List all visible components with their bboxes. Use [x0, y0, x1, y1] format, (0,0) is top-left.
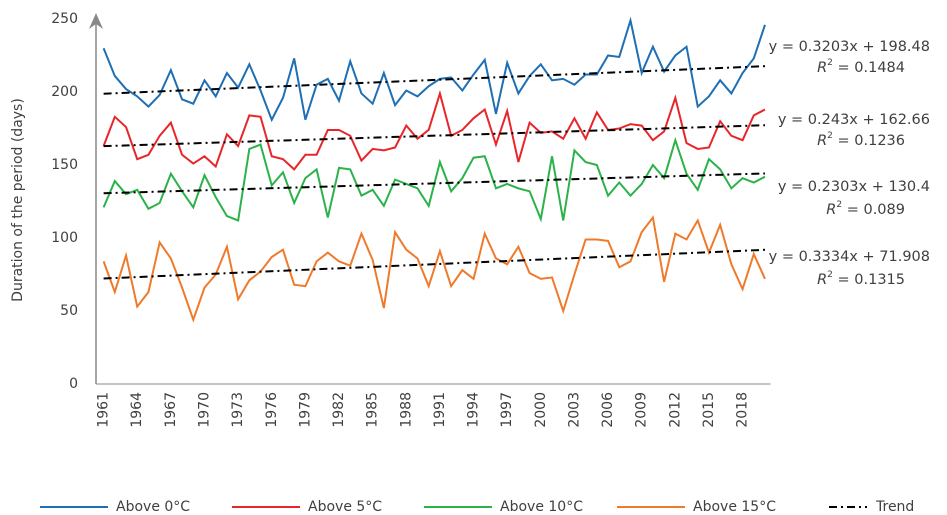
- y-tick-label: 100: [51, 230, 78, 246]
- series-line: [102, 16, 766, 123]
- x-tick-label: 1979: [297, 392, 313, 428]
- trend-equation: y = 0.243x + 162.66: [778, 112, 930, 128]
- r2-power: 2: [827, 58, 833, 68]
- legend-label: Trend: [875, 499, 914, 515]
- r2-power: 2: [827, 131, 833, 141]
- legend-label: Above 0°C: [116, 499, 190, 515]
- legend-label: Above 15°C: [693, 499, 776, 515]
- trend-equation: y = 0.3334x + 71.908: [769, 249, 930, 265]
- trend-equation: y = 0.3203x + 198.48: [769, 39, 930, 55]
- x-tick-label: 2003: [566, 392, 582, 428]
- trend-line: [103, 65, 766, 95]
- series-line: [102, 215, 766, 323]
- trend-line: [103, 248, 766, 280]
- r2-value: = 0.1484: [833, 60, 905, 76]
- trend-r2: R2 = 0.1315: [817, 270, 905, 289]
- x-tick-label: 1964: [129, 392, 145, 428]
- r2-power: 2: [836, 200, 842, 210]
- y-tick-label: 150: [51, 157, 78, 173]
- y-tick-label: 50: [60, 303, 78, 319]
- x-tick-label: 2009: [634, 392, 650, 428]
- x-tick-label: 1973: [230, 392, 246, 428]
- x-tick-label: 1988: [398, 392, 414, 428]
- x-tick-label: 1982: [331, 392, 347, 428]
- x-tick-label: 1961: [96, 392, 112, 428]
- r2-value: = 0.089: [842, 202, 905, 218]
- r2-symbol: R: [826, 202, 836, 218]
- x-tick-label: 1994: [466, 392, 482, 428]
- y-tick-label: 0: [69, 376, 78, 392]
- x-tick-label: 1997: [499, 392, 515, 428]
- x-tick-label: 2012: [667, 392, 683, 428]
- r2-symbol: R: [817, 133, 827, 149]
- x-tick-label: 2000: [533, 392, 549, 428]
- legend-label: Above 5°C: [308, 499, 382, 515]
- y-tick-label: 250: [51, 11, 78, 27]
- r2-power: 2: [827, 270, 833, 280]
- trend-r2: R2 = 0.089: [826, 200, 905, 219]
- x-tick-label: 1970: [196, 392, 212, 428]
- series-line: [102, 136, 766, 223]
- x-tick-label: 1985: [365, 392, 381, 428]
- trend-r2: R2 = 0.1236: [817, 131, 905, 150]
- r2-symbol: R: [817, 60, 827, 76]
- r2-symbol: R: [817, 272, 827, 288]
- trend-line: [103, 124, 766, 148]
- x-tick-label: 1967: [163, 392, 179, 428]
- y-axis-label: Duration of the period (days): [10, 98, 26, 302]
- r2-value: = 0.1236: [833, 133, 905, 149]
- y-tick-label: 200: [51, 84, 78, 100]
- trend-line: [103, 172, 766, 195]
- trend-r2: R2 = 0.1484: [817, 58, 905, 77]
- r2-value: = 0.1315: [833, 272, 905, 288]
- x-tick-label: 1991: [432, 392, 448, 428]
- legend-label: Above 10°C: [500, 499, 583, 515]
- x-tick-label: 2006: [600, 392, 616, 428]
- trend-equation: y = 0.2303x + 130.4: [778, 179, 930, 195]
- series-line: [102, 89, 766, 171]
- y-axis-arrow: [89, 13, 103, 29]
- x-tick-label: 2015: [701, 392, 717, 428]
- x-tick-label: 2018: [735, 392, 751, 428]
- x-tick-label: 1976: [264, 392, 280, 428]
